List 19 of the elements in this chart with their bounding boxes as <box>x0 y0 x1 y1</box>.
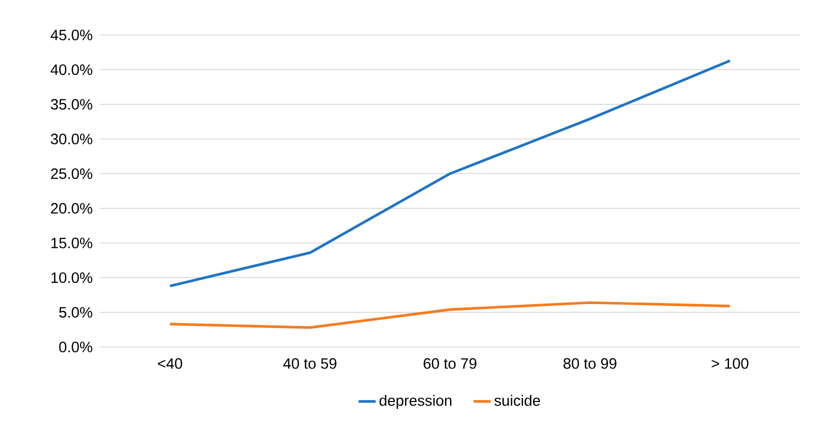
x-tick-label: 80 to 99 <box>564 358 616 369</box>
y-tick-label: 45.0% <box>50 30 92 40</box>
y-tick-label: 5.0% <box>59 307 92 318</box>
y-tick-label: 35.0% <box>50 99 92 110</box>
y-tick-label: 20.0% <box>51 203 92 214</box>
y-tick-label: 25.0% <box>51 168 92 179</box>
line-series <box>168 59 732 288</box>
y-tick-label: 10.0% <box>51 272 92 283</box>
y-tick-label: 40.0% <box>50 64 92 75</box>
y-tick-label: 0.0% <box>59 342 92 352</box>
x-tick-label: > 100 <box>712 358 748 369</box>
x-tick-label: <40 <box>158 358 182 369</box>
x-tick-label: 60 to 79 <box>424 358 476 369</box>
x-tick-label: 40 to 59 <box>283 358 336 369</box>
line-series <box>168 301 732 329</box>
legend-label: depression <box>380 394 452 409</box>
y-tick-label: 30.0% <box>50 134 92 144</box>
legend-label: suicide <box>494 394 540 406</box>
y-tick-label: 15.0% <box>51 238 92 248</box>
